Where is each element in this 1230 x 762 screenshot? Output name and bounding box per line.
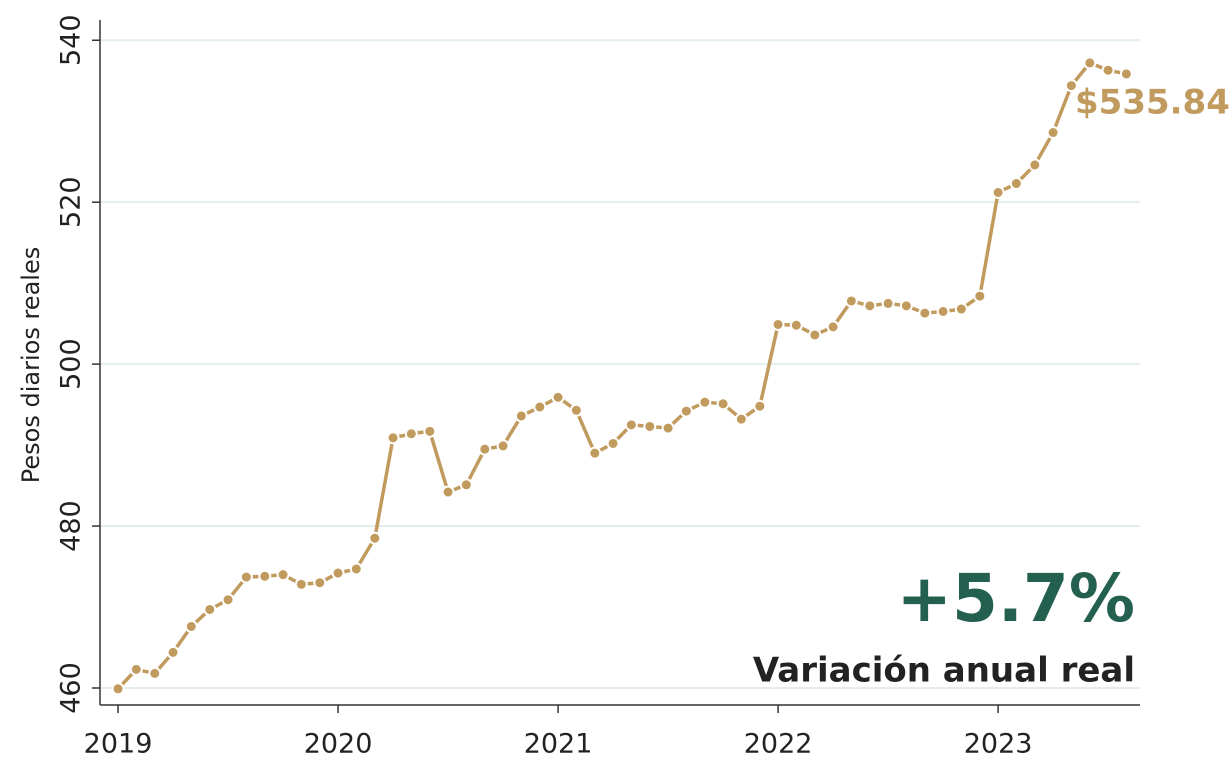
data-point: [404, 427, 418, 441]
data-point: [276, 568, 290, 582]
data-point: [1119, 67, 1133, 81]
data-point: [918, 306, 932, 320]
data-point: [679, 404, 693, 418]
y-tick-label: 520: [56, 176, 87, 228]
data-point: [624, 418, 638, 432]
data-point: [1064, 79, 1078, 93]
data-point: [661, 421, 675, 435]
data-point: [184, 619, 198, 633]
data-point: [716, 397, 730, 411]
data-point: [808, 328, 822, 342]
y-tick-label: 500: [56, 338, 87, 390]
x-tick-label: 2019: [84, 729, 153, 760]
y-axis-label: Pesos diarios reales: [17, 247, 45, 483]
data-point: [753, 399, 767, 413]
data-point: [368, 531, 382, 545]
data-point: [496, 439, 510, 453]
data-point: [478, 442, 492, 456]
data-point: [1009, 177, 1023, 191]
data-point: [459, 478, 473, 492]
data-point: [881, 296, 895, 310]
last-value-label: $535.84: [1075, 82, 1230, 122]
x-tick-label: 2023: [964, 729, 1033, 760]
data-point: [111, 682, 125, 696]
data-point: [313, 576, 327, 590]
data-point: [734, 412, 748, 426]
data-point: [533, 400, 547, 414]
data-point: [606, 436, 620, 450]
data-point: [789, 318, 803, 332]
data-point: [1101, 63, 1115, 77]
data-point: [643, 419, 657, 433]
data-point: [148, 666, 162, 680]
data-point: [349, 562, 363, 576]
data-point: [441, 485, 455, 499]
x-tick-label: 2022: [744, 729, 813, 760]
data-point: [991, 185, 1005, 199]
data-point: [294, 577, 308, 591]
data-point: [973, 289, 987, 303]
y-tick-label: 460: [56, 662, 87, 714]
data-point: [258, 569, 272, 583]
data-point: [1028, 158, 1042, 172]
data-point: [423, 424, 437, 438]
y-tick-label: 480: [56, 500, 87, 552]
x-tick-label: 2020: [304, 729, 373, 760]
data-point: [129, 662, 143, 676]
data-point: [863, 299, 877, 313]
data-point: [239, 570, 253, 584]
data-point: [844, 294, 858, 308]
data-point: [588, 446, 602, 460]
data-point: [771, 317, 785, 331]
y-tick-label: 540: [56, 14, 87, 66]
data-point: [221, 593, 235, 607]
data-point: [826, 320, 840, 334]
data-point: [203, 602, 217, 616]
data-point: [899, 299, 913, 313]
data-point: [166, 645, 180, 659]
data-point: [936, 304, 950, 318]
data-point: [1083, 56, 1097, 70]
highlight: +5.7%: [897, 560, 1135, 637]
data-point: [1046, 126, 1060, 140]
x-tick-label: 2021: [524, 729, 593, 760]
data-point: [386, 431, 400, 445]
data-point: [569, 403, 583, 417]
data-point: [698, 395, 712, 409]
data-point: [551, 390, 565, 404]
data-point: [954, 302, 968, 316]
data-point: [514, 409, 528, 423]
highlight-caption: Variación anual real: [753, 651, 1135, 691]
data-point: [331, 566, 345, 580]
